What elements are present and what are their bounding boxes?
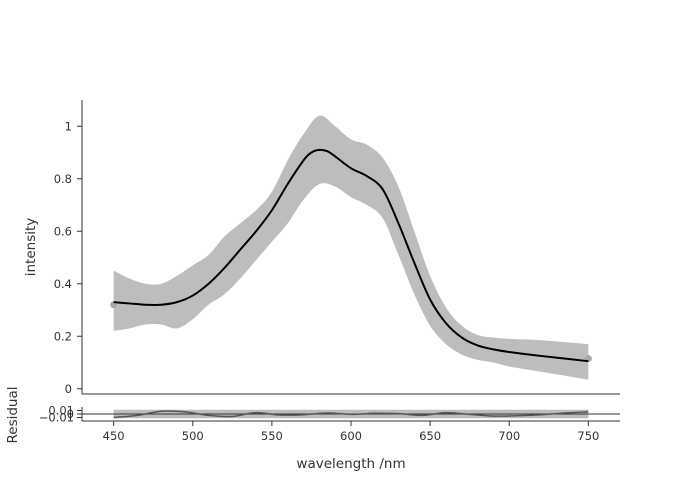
main-y-ticks: 0 0.2 0.4 0.6 0.8 1 xyxy=(54,119,82,396)
x-tick-label: 650 xyxy=(419,429,441,443)
main-panel: 0 0.2 0.4 0.6 0.8 1 intensity xyxy=(23,100,620,396)
residual-y-tick-label: −0.01 xyxy=(39,411,74,425)
y-tick-label: 0.6 xyxy=(54,224,72,238)
main-y-axis-title: intensity xyxy=(23,218,39,277)
x-axis-title: wavelength /nm xyxy=(296,456,405,472)
y-tick-label: 0.2 xyxy=(54,329,72,343)
residual-y-tick-label: 0 xyxy=(67,407,74,421)
y-tick-label: 1 xyxy=(65,119,72,133)
residual-y-ticks: 0.010−0.01 xyxy=(39,404,82,425)
residual-panel: 0.010−0.01 450 500 550 600 650 700 750 Residua… xyxy=(5,386,620,472)
x-tick-label: 700 xyxy=(498,429,520,443)
x-tick-label: 450 xyxy=(103,429,125,443)
residual-y-axis-title: Residual xyxy=(5,386,21,443)
residual-x-ticks: 450 500 550 600 650 700 750 xyxy=(103,421,599,443)
y-tick-label: 0 xyxy=(65,382,72,396)
fit-line xyxy=(113,148,589,363)
y-tick-label: 0.8 xyxy=(54,172,72,186)
x-tick-label: 750 xyxy=(577,429,599,443)
y-tick-label: 0.4 xyxy=(54,277,72,291)
x-tick-label: 500 xyxy=(182,429,204,443)
confidence-band xyxy=(113,115,589,380)
x-tick-label: 550 xyxy=(261,429,283,443)
x-tick-label: 600 xyxy=(340,429,362,443)
residual-line xyxy=(113,410,589,419)
residual-y-tick-label: 0.01 xyxy=(48,404,74,418)
